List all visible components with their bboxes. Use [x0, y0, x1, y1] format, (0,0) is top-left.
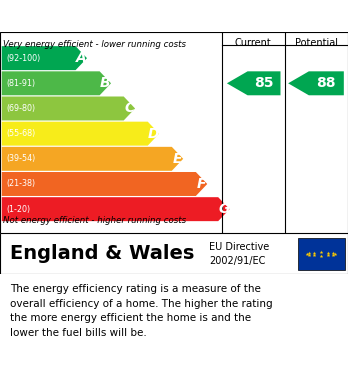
Text: D: D: [148, 127, 159, 141]
Text: (21-38): (21-38): [6, 179, 35, 188]
Polygon shape: [2, 122, 159, 145]
Text: (69-80): (69-80): [6, 104, 35, 113]
Text: 85: 85: [254, 76, 274, 90]
Text: G: G: [218, 202, 230, 216]
Text: Not energy efficient - higher running costs: Not energy efficient - higher running co…: [3, 216, 187, 225]
Text: E: E: [173, 152, 182, 166]
Polygon shape: [2, 71, 111, 95]
Polygon shape: [2, 97, 135, 120]
Text: C: C: [124, 102, 134, 115]
Text: 88: 88: [317, 76, 336, 90]
Text: Potential: Potential: [295, 38, 338, 48]
Text: (55-68): (55-68): [6, 129, 35, 138]
Polygon shape: [2, 197, 230, 221]
Polygon shape: [2, 172, 207, 196]
Polygon shape: [288, 71, 344, 95]
Text: Current: Current: [235, 38, 271, 48]
Text: (39-54): (39-54): [6, 154, 35, 163]
Text: A: A: [76, 51, 87, 65]
Text: 2002/91/EC: 2002/91/EC: [209, 256, 265, 266]
Bar: [298, 239, 345, 269]
Polygon shape: [2, 46, 87, 70]
Text: The energy efficiency rating is a measure of the
overall efficiency of a home. T: The energy efficiency rating is a measur…: [10, 284, 273, 338]
Polygon shape: [227, 71, 280, 95]
Text: (81-91): (81-91): [6, 79, 35, 88]
Text: EU Directive: EU Directive: [209, 242, 269, 251]
Text: B: B: [100, 76, 111, 90]
Text: (1-20): (1-20): [6, 204, 30, 213]
Text: F: F: [197, 177, 206, 191]
Polygon shape: [2, 147, 183, 171]
Text: (92-100): (92-100): [6, 54, 40, 63]
Text: England & Wales: England & Wales: [10, 244, 195, 264]
Text: Energy Efficiency Rating: Energy Efficiency Rating: [10, 8, 239, 26]
Text: Very energy efficient - lower running costs: Very energy efficient - lower running co…: [3, 40, 187, 49]
